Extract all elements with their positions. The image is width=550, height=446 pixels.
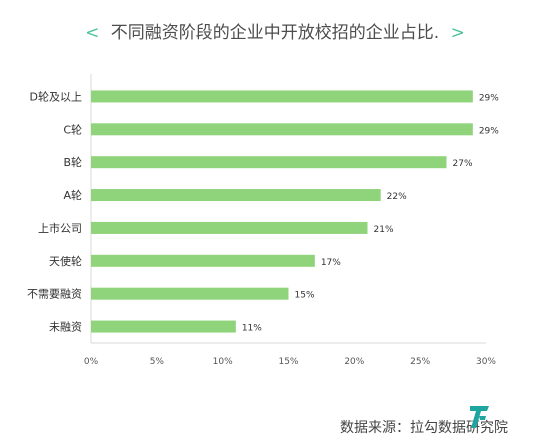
bar-value-label: 29% <box>479 126 499 136</box>
x-tick-label: 0% <box>84 357 99 367</box>
bar-6 <box>91 287 289 300</box>
x-tick-label: 5% <box>150 357 165 367</box>
category-label: D轮及以上 <box>30 89 82 103</box>
bar-value-label: 15% <box>295 291 315 301</box>
category-label: B轮 <box>63 155 82 169</box>
bar-value-label: 22% <box>387 192 407 202</box>
bar-value-label: 29% <box>479 93 499 103</box>
bar-5 <box>91 254 315 267</box>
bar-value-label: 27% <box>453 159 473 169</box>
x-tick-label: 25% <box>410 357 430 367</box>
category-label: 未融资 <box>49 321 82 334</box>
bar-value-label: 17% <box>321 258 341 268</box>
category-label: 不需要融资 <box>27 288 82 301</box>
bar-0 <box>91 90 473 103</box>
chevron-left-icon[interactable]: < <box>85 23 100 43</box>
chart-title: < 不同融资阶段的企业中开放校招的企业占比. > <box>0 18 550 43</box>
chevron-right-icon[interactable]: > <box>450 23 465 43</box>
bar-3 <box>91 189 381 202</box>
lagou-logo-icon <box>470 406 489 428</box>
x-tick-label: 30% <box>476 357 496 367</box>
bar-7 <box>91 320 236 333</box>
x-tick-label: 15% <box>278 357 298 367</box>
bar-value-label: 21% <box>374 225 394 235</box>
x-tick-label: 20% <box>344 357 364 367</box>
bar-value-label: 11% <box>242 324 262 334</box>
category-label: A轮 <box>63 188 82 202</box>
x-tick-label: 10% <box>213 357 233 367</box>
bar-4 <box>91 221 368 234</box>
bar-2 <box>91 156 447 169</box>
data-source-note: 数据来源：拉勾数据研究院 <box>340 420 508 436</box>
chart-title-text: 不同融资阶段的企业中开放校招的企业占比. <box>110 23 440 43</box>
category-label: 天使轮 <box>49 254 82 268</box>
category-label: 上市公司 <box>38 221 82 235</box>
bar-1 <box>91 123 473 136</box>
category-label: C轮 <box>63 122 82 136</box>
